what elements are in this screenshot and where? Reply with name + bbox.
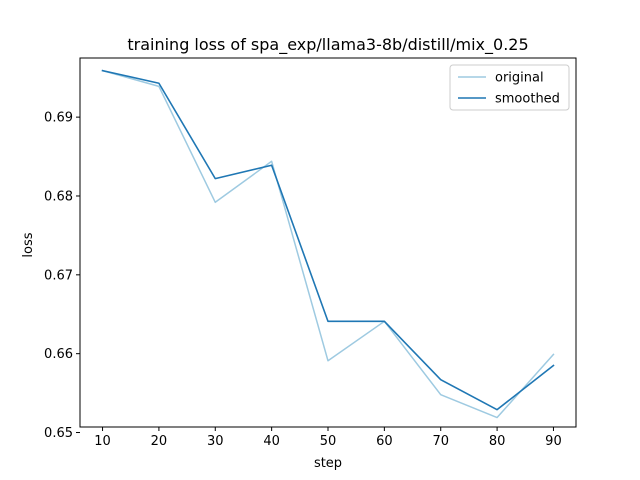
- y-tick-label: 0.68: [44, 189, 73, 204]
- x-tick-label: 80: [489, 434, 506, 449]
- chart-title: training loss of spa_exp/llama3-8b/disti…: [127, 35, 528, 55]
- axes-frame: [79, 57, 577, 428]
- x-tick-label: 60: [376, 434, 393, 449]
- y-tick-label: 0.67: [44, 268, 73, 283]
- y-tick-label: 0.66: [44, 347, 73, 362]
- y-tick-label: 0.69: [44, 111, 73, 126]
- x-tick-label: 40: [263, 434, 280, 449]
- legend-label-original: original: [495, 71, 544, 86]
- series-line-original: [101, 69, 555, 419]
- legend: original smoothed: [449, 64, 570, 111]
- x-tick-label: 30: [207, 434, 224, 449]
- y-tick-label: 0.65: [44, 426, 73, 441]
- x-tick-label: 10: [94, 434, 111, 449]
- x-tick-label: 50: [320, 434, 337, 449]
- x-axis-label: step: [314, 456, 342, 471]
- series-line-smoothed: [101, 69, 555, 411]
- x-tick-label: 90: [545, 434, 562, 449]
- x-tick-label: 70: [432, 434, 449, 449]
- y-axis-label: loss: [21, 232, 36, 257]
- x-tick-label: 20: [151, 434, 168, 449]
- plot-area: 10 20 30 40 50 60 70 80 90 0.65 0.66 0.67 0.68 0.69: [44, 57, 577, 449]
- legend-label-smoothed: smoothed: [495, 92, 560, 107]
